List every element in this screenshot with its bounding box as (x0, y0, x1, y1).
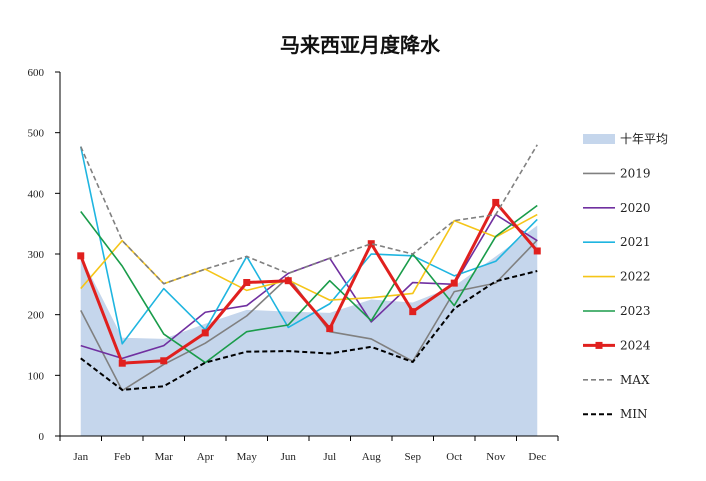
series-MAX (80, 144, 538, 285)
legend-label: 2020 (620, 201, 651, 215)
legend-marker (595, 341, 603, 349)
legend-label: 2024 (620, 338, 651, 352)
data-point-Nov (492, 198, 500, 206)
x-axis: Jan Feb Mar Apr May Jun Jul Aug Sep Oct Nov Dec (59, 435, 559, 463)
legend-swatch (583, 134, 615, 144)
x-tick-label: Jul (323, 451, 336, 463)
data-point-Mar (160, 357, 168, 365)
y-tick-label: 0 (39, 431, 45, 443)
x-tick-label: Feb (114, 451, 131, 463)
legend: 十年平均 2019 2020 2021 2022 2023 2024 MAX MIN (583, 132, 668, 421)
legend-label: 2019 (620, 166, 651, 180)
x-tick-label: Aug (362, 451, 381, 463)
area-series-fill (80, 225, 538, 436)
series-2024 (77, 198, 541, 367)
legend-item-2022: 2022 (583, 270, 651, 284)
plot-area (77, 144, 541, 436)
legend-label: 十年平均 (620, 132, 668, 146)
y-tick-label: 300 (28, 249, 45, 261)
data-point-Dec (533, 247, 541, 255)
x-tick-label: Oct (446, 451, 462, 463)
legend-label: MAX (620, 373, 650, 387)
legend-item-2021: 2021 (583, 235, 651, 249)
x-tick-label: Jun (281, 451, 297, 463)
data-point-Jan (77, 252, 85, 260)
legend-item-MIN: MIN (583, 407, 648, 421)
legend-item-2020: 2020 (583, 201, 651, 215)
x-tick-label: May (237, 451, 258, 463)
series-line (79, 200, 539, 365)
legend-label: MIN (620, 407, 648, 421)
x-tick-label: Apr (197, 451, 214, 463)
x-tick-label: Dec (528, 451, 546, 463)
x-tick-label: Mar (155, 451, 174, 463)
legend-item-十年平均: 十年平均 (583, 132, 668, 146)
y-tick-label: 400 (28, 188, 45, 200)
data-point-May (243, 279, 251, 287)
series-2021 (79, 146, 538, 345)
series-line (80, 144, 538, 285)
y-tick-label: 200 (28, 310, 45, 322)
series-line (79, 146, 538, 345)
legend-item-2023: 2023 (583, 304, 651, 318)
data-point-Apr (201, 329, 209, 337)
data-point-Oct (450, 279, 458, 287)
legend-item-2019: 2019 (583, 166, 651, 180)
y-tick-label: 600 (28, 67, 45, 79)
x-tick-label: Nov (486, 451, 505, 463)
data-point-Jul (326, 325, 334, 333)
data-point-Aug (367, 240, 375, 248)
y-tick-label: 100 (28, 370, 45, 382)
legend-label: 2021 (620, 235, 651, 249)
y-axis: 0 100 200 300 400 500 600 (28, 67, 61, 443)
series-十年平均 (80, 225, 538, 436)
legend-item-2024: 2024 (583, 338, 651, 352)
legend-label: 2022 (620, 270, 651, 284)
legend-item-MAX: MAX (583, 373, 650, 387)
x-tick-label: Sep (405, 451, 422, 463)
chart-title: 马来西亚月度降水 (280, 33, 441, 57)
data-point-Sep (409, 308, 417, 316)
y-tick-label: 500 (28, 128, 45, 140)
data-point-Feb (118, 359, 126, 367)
legend-label: 2023 (620, 304, 651, 318)
data-point-Jun (284, 277, 292, 285)
x-tick-label: Jan (73, 451, 88, 463)
